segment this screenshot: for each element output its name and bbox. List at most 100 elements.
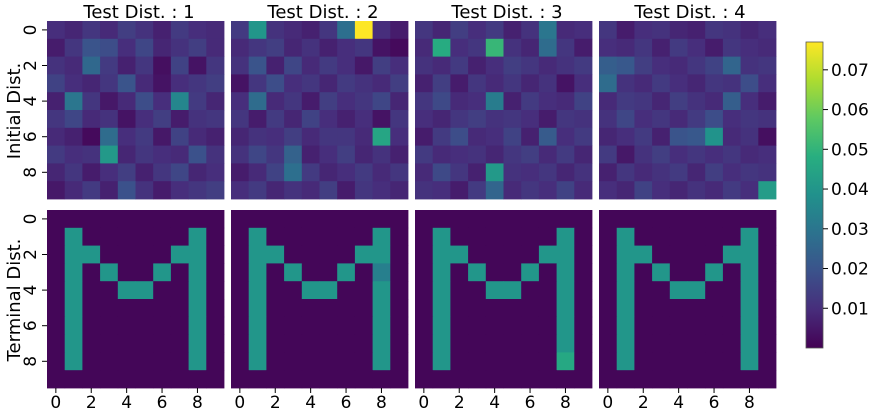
heatmap-cell — [47, 227, 66, 246]
heatmap-cell — [599, 281, 618, 300]
heatmap-cell — [503, 227, 522, 246]
heatmap-cell — [556, 92, 575, 111]
heatmap-cell — [503, 181, 522, 200]
heatmap-cell — [705, 110, 724, 129]
heatmap-cell — [415, 38, 434, 57]
heatmap-cell — [432, 299, 451, 318]
colorbar-tick-label: 0.06 — [831, 101, 869, 121]
heatmap-cell — [301, 245, 320, 264]
heatmap-cell — [319, 38, 338, 57]
heatmap-cell — [503, 299, 522, 318]
heatmap-cell — [337, 227, 356, 246]
heatmap-cell — [319, 263, 338, 282]
heatmap-cell — [599, 299, 618, 318]
heatmap-cell — [188, 163, 207, 182]
heatmap-cell — [390, 334, 409, 353]
heatmap-cell — [47, 38, 66, 57]
heatmap-cell — [450, 210, 469, 229]
heatmap-cell — [206, 316, 225, 335]
heatmap-cell — [248, 56, 267, 75]
heatmap-cell — [266, 21, 285, 40]
heatmap-cell — [117, 38, 136, 57]
heatmap-cell — [284, 370, 303, 389]
heatmap-cell — [100, 145, 119, 164]
heatmap-cell — [266, 163, 285, 182]
heatmap-cell — [687, 334, 706, 353]
heatmap-cell — [687, 263, 706, 282]
heatmap-cell — [100, 21, 119, 40]
heatmap-cell — [722, 56, 741, 75]
heatmap-cell — [390, 74, 409, 93]
heatmap-cell — [135, 245, 154, 264]
heatmap-cell — [556, 181, 575, 200]
heatmap-cell — [722, 352, 741, 371]
heatmap-cell — [415, 110, 434, 129]
heatmap-cell — [415, 163, 434, 182]
heatmap-cell — [153, 245, 172, 264]
heatmap-cell — [669, 56, 688, 75]
x-tick-label: 2 — [270, 393, 281, 413]
heatmap-cell — [432, 21, 451, 40]
heatmap-cell — [135, 316, 154, 335]
row-label-terminal: Terminal Dist. — [4, 239, 25, 363]
heatmap-cell — [301, 74, 320, 93]
heatmap-cell — [705, 56, 724, 75]
heatmap-cell — [669, 38, 688, 57]
heatmap-cell — [372, 281, 391, 300]
heatmap-cell — [574, 56, 593, 75]
heatmap-cell — [758, 245, 777, 264]
heatmap-cell — [117, 210, 136, 229]
colorbar — [805, 41, 824, 349]
heatmap-cell — [170, 38, 189, 57]
heatmap-cell — [740, 227, 759, 246]
heatmap-cell — [538, 21, 557, 40]
heatmap-cell — [468, 21, 487, 40]
heatmap-cell — [574, 127, 593, 146]
heatmap-cell — [337, 299, 356, 318]
heatmap-cell — [616, 352, 635, 371]
heatmap-cell — [669, 210, 688, 229]
heatmap-cell — [301, 38, 320, 57]
heatmap-cell — [468, 145, 487, 164]
heatmap-cell — [117, 127, 136, 146]
heatmap-cell — [538, 163, 557, 182]
heatmap-cell — [468, 163, 487, 182]
heatmap-cell — [432, 38, 451, 57]
heatmap-cell — [117, 21, 136, 40]
heatmap-cell — [64, 352, 83, 371]
heatmap-cell — [634, 110, 653, 129]
heatmap-cell — [170, 263, 189, 282]
heatmap-cell — [616, 334, 635, 353]
heatmap-cell — [64, 263, 83, 282]
heatmap-cell — [616, 370, 635, 389]
heatmap-cell — [503, 38, 522, 57]
heatmap-cell — [687, 92, 706, 111]
heatmap-cell — [153, 227, 172, 246]
heatmap-cell — [153, 56, 172, 75]
heatmap-cell — [266, 181, 285, 200]
heatmap-cell — [634, 181, 653, 200]
heatmap-cell — [390, 110, 409, 129]
heatmap-cell — [616, 110, 635, 129]
heatmap-cell — [170, 92, 189, 111]
heatmap-cell — [687, 145, 706, 164]
heatmap-cell — [521, 299, 540, 318]
heatmap-cell — [64, 163, 83, 182]
heatmap-cell — [135, 110, 154, 129]
heatmap-cell — [301, 263, 320, 282]
heatmap-cell — [705, 210, 724, 229]
heatmap-cell — [188, 21, 207, 40]
heatmap-cell — [248, 210, 267, 229]
heatmap-cell — [538, 74, 557, 93]
heatmap-cell — [301, 334, 320, 353]
heatmap-cell — [468, 227, 487, 246]
heatmap-cell — [503, 245, 522, 264]
heatmap-cell — [687, 227, 706, 246]
heatmap-cell — [337, 181, 356, 200]
heatmap-cell — [705, 74, 724, 93]
heatmap-cell — [758, 92, 777, 111]
heatmap-cell — [758, 334, 777, 353]
heatmap-cell — [266, 299, 285, 318]
heatmap-cell — [206, 227, 225, 246]
